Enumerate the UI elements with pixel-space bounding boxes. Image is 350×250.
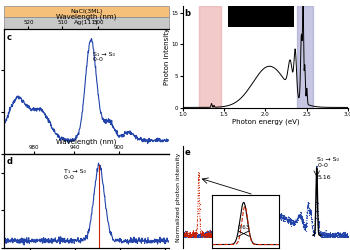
X-axis label: Wavelength (nm): Wavelength (nm)	[56, 138, 117, 145]
Text: Ag(111): Ag(111)	[74, 20, 99, 25]
X-axis label: Photon energy (eV): Photon energy (eV)	[52, 164, 120, 171]
Text: S₁ → S₀
0–0: S₁ → S₀ 0–0	[317, 157, 339, 168]
Bar	[4, 17, 169, 29]
Text: T₁ → S₀
0–0: T₁ → S₀ 0–0	[222, 206, 244, 217]
X-axis label: Photon energy (eV): Photon energy (eV)	[232, 118, 299, 125]
Text: e: e	[184, 148, 190, 157]
Bar	[228, 6, 294, 26]
Bar	[4, 6, 169, 17]
Y-axis label: Normalized photon intensity: Normalized photon intensity	[176, 152, 181, 242]
Y-axis label: Photon intensity: Photon intensity	[164, 28, 170, 86]
Text: 5.16: 5.16	[317, 176, 331, 180]
Text: S₁ → S₀
0–0: S₁ → S₀ 0–0	[93, 52, 115, 62]
Text: c: c	[7, 32, 12, 42]
Text: NaCl(3ML): NaCl(3ML)	[70, 9, 103, 14]
Text: T₁ → S₀
0–0: T₁ → S₀ 0–0	[64, 169, 86, 179]
Text: b: b	[184, 9, 190, 18]
Text: d: d	[7, 156, 13, 166]
X-axis label: Wavelength (nm): Wavelength (nm)	[56, 13, 117, 20]
